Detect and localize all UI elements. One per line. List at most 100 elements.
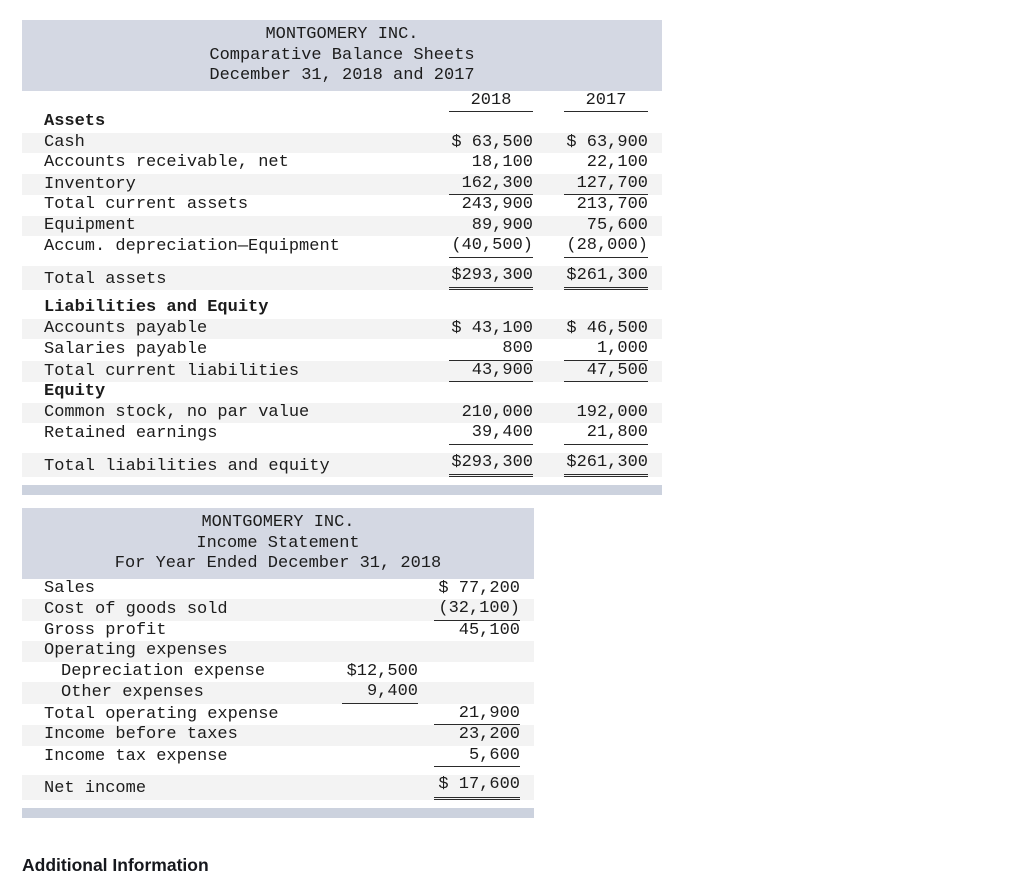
income-statement-row: Total operating expense 21,900 (22, 704, 534, 725)
income-statement-row: Sales $ 77,200 (22, 579, 534, 600)
balance-sheet-row: Total current assets 243,900 213,700 (22, 195, 662, 216)
amount-inner-column: 9,400 (342, 682, 418, 704)
amount-2017: 213,700 (576, 195, 648, 214)
row-label: Income tax expense (44, 746, 228, 766)
row-label: Net income (44, 779, 147, 798)
amount-2017: $ 63,900 (566, 132, 648, 152)
row-label: Inventory (44, 174, 136, 194)
column-header-2018: 2018 (449, 91, 533, 112)
income-statement-row: Operating expenses (22, 641, 534, 662)
balance-sheet-row: Liabilities and Equity (22, 298, 662, 319)
income-statement-row: Net income $ 17,600 (22, 775, 534, 800)
statement-date: December 31, 2018 and 2017 (209, 66, 475, 85)
balance-sheet-row: Accum. depreciation—Equipment (40,500) (28… (22, 236, 662, 258)
row-label: Common stock, no par value (44, 402, 310, 422)
amount-2017: 75,600 (586, 215, 648, 235)
row-label: Other expenses (61, 683, 204, 702)
balance-sheet-row: Cash $ 63,500 $ 63,900 (22, 132, 662, 153)
amount-2018: 800 (449, 339, 533, 361)
amount-2018: 18,100 (471, 153, 533, 172)
balance-sheet-row: Total assets $293,300 $261,300 (22, 265, 662, 290)
row-label: Retained earnings (44, 424, 218, 443)
additional-information-heading: Additional Information (22, 854, 209, 875)
balance-sheet-row: Equipment 89,900 75,600 (22, 215, 662, 236)
amount-2017: $261,300 (564, 266, 648, 290)
amount-2018: $293,300 (449, 453, 533, 477)
amount-2018: $ 43,100 (451, 318, 533, 338)
balance-sheet-row: Equity (22, 382, 662, 403)
balance-sheet-row: Total current liabilities 43,900 47,500 (22, 360, 662, 382)
amount-outer-column: 45,100 (458, 620, 520, 640)
amount-inner-column: $12,500 (346, 661, 418, 681)
row-label: Gross profit (44, 620, 167, 640)
row-label: Liabilities and Equity (44, 298, 269, 317)
income-statement-row: Income before taxes 23,200 (22, 725, 534, 746)
statement-title: Income Statement (196, 533, 360, 553)
amount-2017: 127,700 (564, 174, 648, 195)
balance-sheet-row: Accounts payable $ 43,100 $ 46,500 (22, 318, 662, 339)
row-label: Total current liabilities (44, 361, 300, 381)
row-label: Assets (44, 112, 106, 131)
balance-sheet-row: Assets (22, 112, 662, 133)
amount-outer-column: (32,100) (434, 599, 520, 621)
income-statement-row: Income tax expense 5,600 (22, 746, 534, 767)
column-header-2017: 2017 (564, 91, 648, 112)
balance-sheet-row: Accounts receivable, net 18,100 22,100 (22, 153, 662, 174)
row-label: Equity (44, 382, 106, 401)
amount-2017: $261,300 (564, 453, 648, 477)
balance-sheet-row: Salaries payable 800 1,000 (22, 339, 662, 361)
amount-2018: 89,900 (471, 215, 533, 235)
amount-2018: 39,400 (449, 423, 533, 445)
row-label: Equipment (44, 215, 136, 235)
amount-outer-column: 21,900 (434, 704, 520, 725)
amount-outer-column: 5,600 (434, 746, 520, 767)
company-name: MONTGOMERY INC. (265, 25, 419, 44)
row-label: Operating expenses (44, 641, 228, 660)
amount-2018: 243,900 (461, 195, 533, 214)
amount-2017: 22,100 (586, 153, 648, 172)
income-statement-row: Depreciation expense $12,500 (22, 662, 534, 683)
balance-sheet-row: Common stock, no par value 210,000 192,000 (22, 402, 662, 423)
balance-sheet-row: Inventory 162,300 127,700 (22, 173, 662, 195)
income-statement-footer-band (22, 807, 534, 818)
row-label: Total liabilities and equity (44, 456, 330, 476)
amount-2017: 47,500 (564, 361, 648, 382)
amount-2017: $ 46,500 (566, 318, 648, 338)
row-label: Accounts payable (44, 318, 208, 338)
statement-title: Comparative Balance Sheets (209, 45, 475, 65)
row-label: Cost of goods sold (44, 600, 228, 619)
amount-2018: 43,900 (449, 361, 533, 382)
balance-sheet-header: MONTGOMERY INC. Comparative Balance Shee… (22, 20, 662, 91)
amount-outer-column: $ 17,600 (434, 775, 520, 800)
amount-2017: (28,000) (564, 236, 648, 258)
row-label: Accounts receivable, net (44, 153, 289, 172)
row-label: Total operating expense (44, 704, 279, 724)
income-statement-row: Cost of goods sold (32,100) (22, 599, 534, 621)
amount-2018: (40,500) (449, 236, 533, 258)
row-label: Sales (44, 578, 96, 598)
amount-2017: 1,000 (564, 339, 648, 361)
balance-sheet-rows: Assets Cash $ 63,500 $ 63,900 Accounts recei… (22, 112, 662, 477)
amount-outer-column: $ 77,200 (438, 578, 520, 598)
income-statement-header: MONTGOMERY INC. Income Statement For Yea… (22, 508, 534, 579)
income-statement-row: Gross profit 45,100 (22, 621, 534, 642)
income-statement-row: Other expenses 9,400 (22, 682, 534, 704)
amount-2018: $ 63,500 (451, 132, 533, 152)
amount-2018: $293,300 (449, 266, 533, 290)
row-label: Total assets (44, 269, 167, 289)
row-label: Salaries payable (44, 340, 208, 359)
row-label: Accum. depreciation—Equipment (44, 237, 340, 256)
company-name: MONTGOMERY INC. (201, 513, 355, 532)
balance-sheet-row: Total liabilities and equity $293,300 $261… (22, 452, 662, 477)
income-statement: MONTGOMERY INC. Income Statement For Yea… (22, 508, 534, 818)
amount-2017: 192,000 (576, 402, 648, 422)
amount-2017: 21,800 (564, 423, 648, 445)
row-label: Cash (44, 132, 85, 152)
amount-2018: 162,300 (449, 174, 533, 195)
amount-outer-column: 23,200 (458, 725, 520, 744)
balance-sheet: MONTGOMERY INC. Comparative Balance Shee… (22, 20, 662, 495)
balance-sheet-footer-band (22, 485, 662, 495)
column-header-row: 2018 2017 (22, 91, 662, 112)
amount-2018: 210,000 (461, 402, 533, 422)
row-label: Income before taxes (44, 725, 238, 744)
